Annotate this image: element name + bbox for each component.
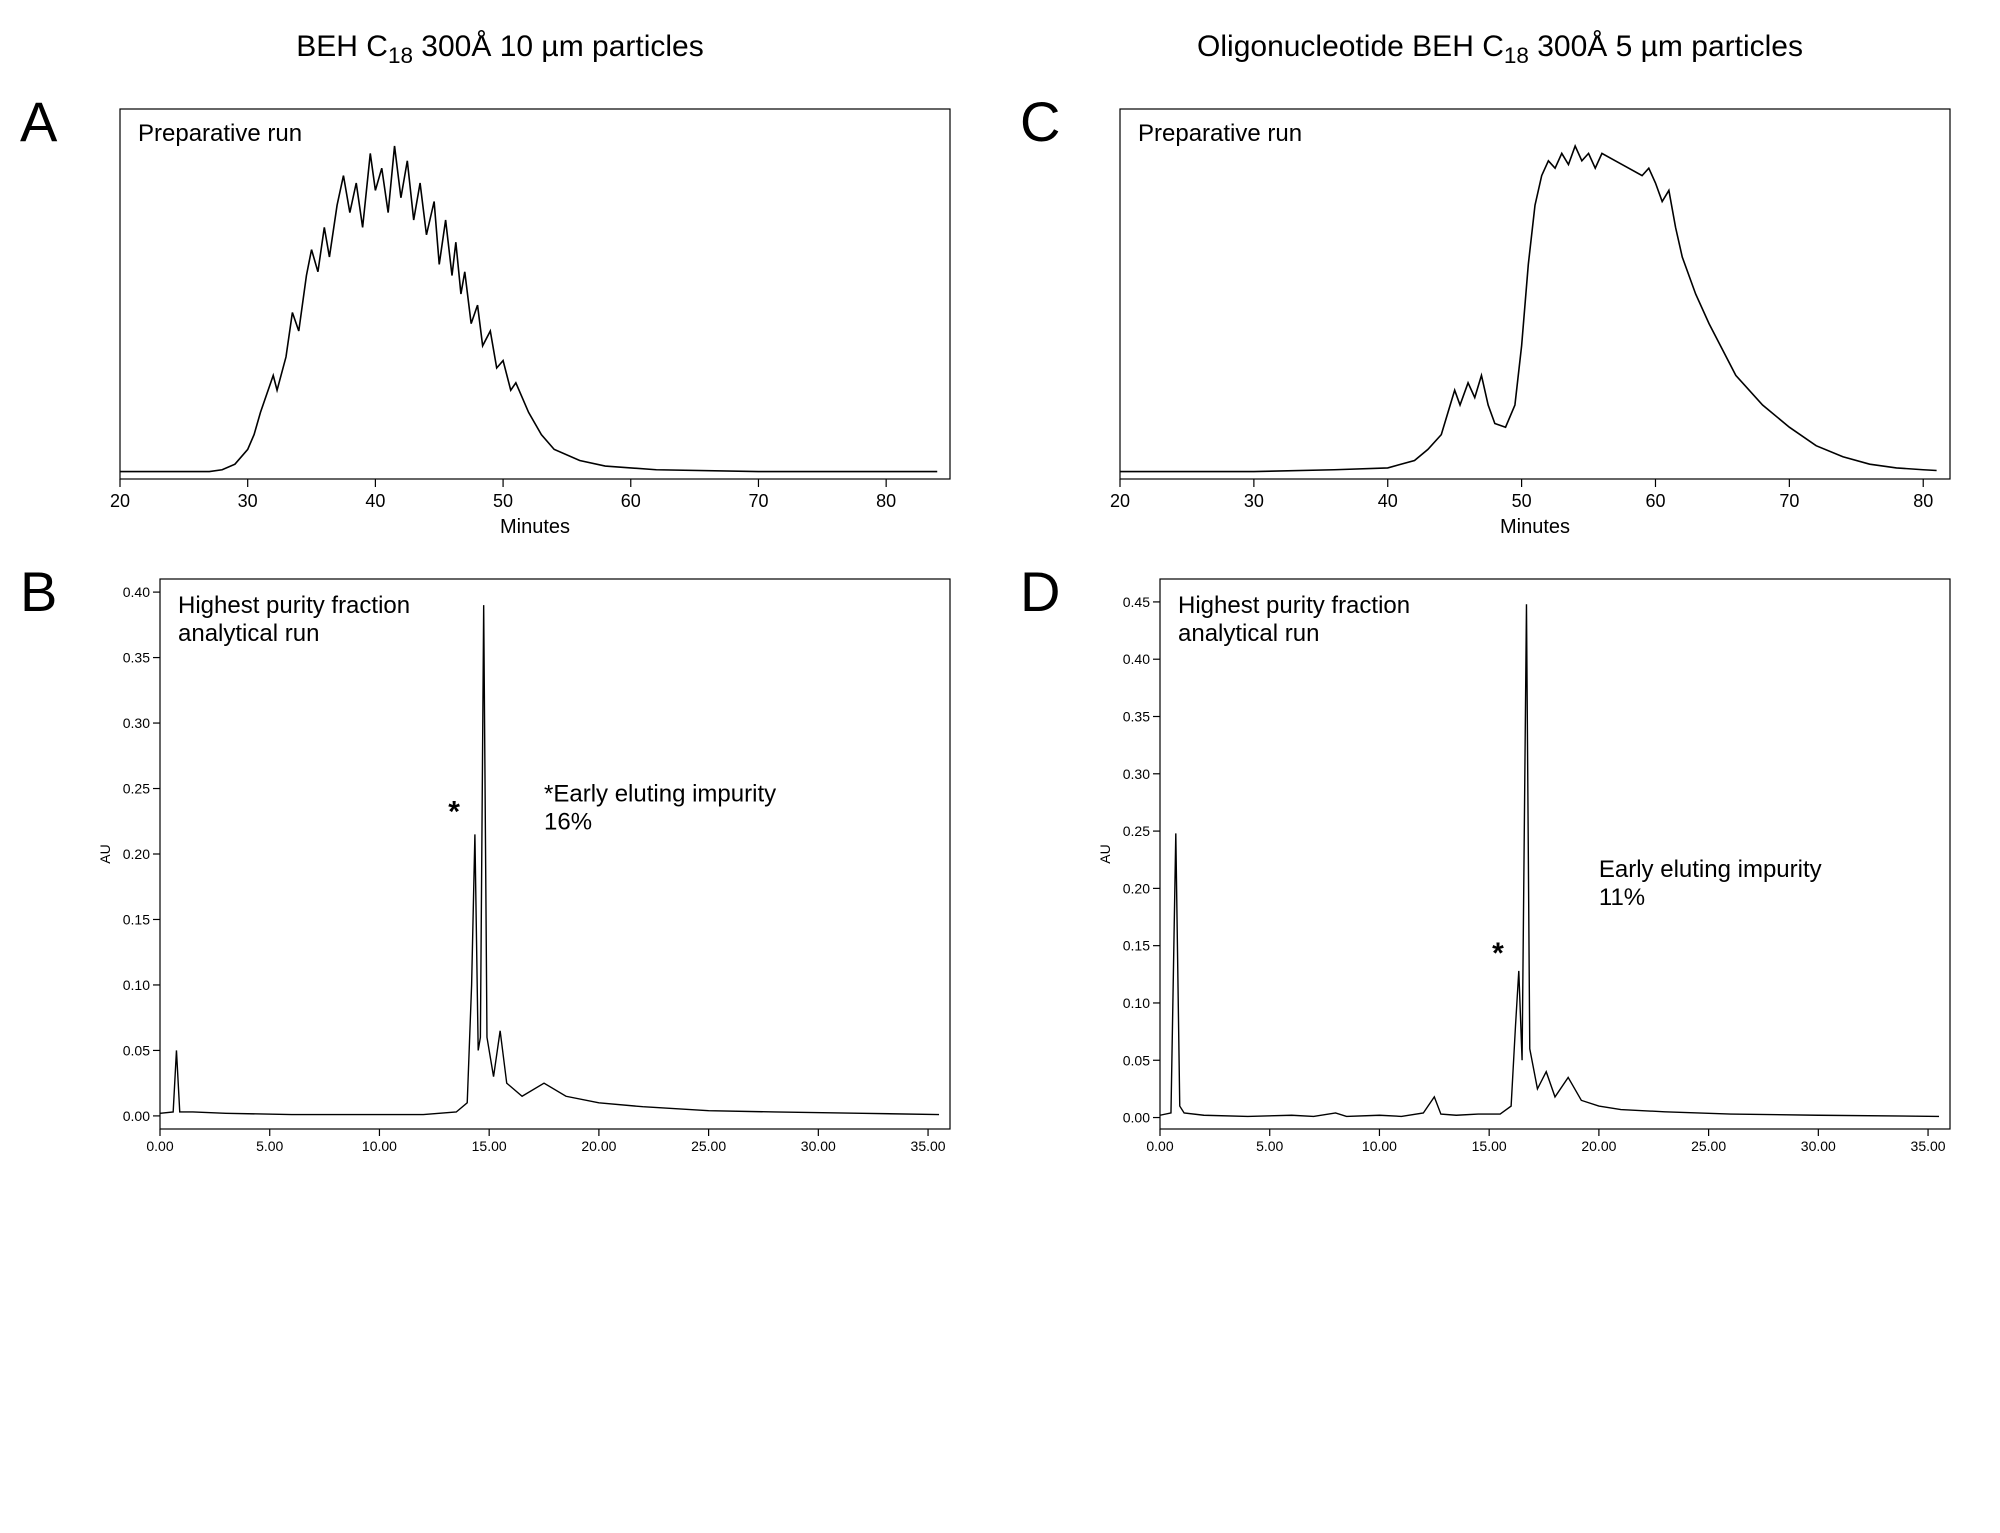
svg-text:25.00: 25.00 xyxy=(1691,1138,1726,1154)
svg-text:Minutes: Minutes xyxy=(500,516,570,538)
svg-text:70: 70 xyxy=(1779,491,1799,511)
panel-letter-C: C xyxy=(1020,89,1060,154)
svg-text:20: 20 xyxy=(1110,491,1130,511)
svg-text:0.10: 0.10 xyxy=(1123,995,1150,1011)
panel-A: A 20304050607080MinutesPreparative run xyxy=(30,89,970,549)
svg-text:80: 80 xyxy=(1913,491,1933,511)
svg-text:0.00: 0.00 xyxy=(146,1138,173,1154)
svg-text:30.00: 30.00 xyxy=(801,1138,836,1154)
svg-text:30.00: 30.00 xyxy=(1801,1138,1836,1154)
svg-text:0.00: 0.00 xyxy=(1146,1138,1173,1154)
svg-text:10.00: 10.00 xyxy=(362,1138,397,1154)
svg-text:0.40: 0.40 xyxy=(1123,651,1150,667)
chart-A: 20 30 40 50 60 70 80 Minutes Preparative run xyxy=(90,89,970,549)
col-header-right-text: Oligonucleotide BEH C18 300Å 5 µm partic… xyxy=(1197,30,1803,63)
svg-text:20: 20 xyxy=(110,491,130,511)
col-header-right: Oligonucleotide BEH C18 300Å 5 µm partic… xyxy=(1030,30,1970,79)
svg-text:0.05: 0.05 xyxy=(1123,1052,1150,1068)
svg-text:20.00: 20.00 xyxy=(1581,1138,1616,1154)
svg-text:15.00: 15.00 xyxy=(472,1138,507,1154)
panel-C: C 20304050607080MinutesPreparative run xyxy=(1030,89,1970,549)
svg-text:40: 40 xyxy=(1378,491,1398,511)
svg-text:0.00: 0.00 xyxy=(123,1108,150,1124)
svg-text:0.05: 0.05 xyxy=(123,1042,150,1058)
svg-text:40: 40 xyxy=(365,491,385,511)
svg-text:5.00: 5.00 xyxy=(256,1138,283,1154)
svg-text:0.30: 0.30 xyxy=(1123,766,1150,782)
panel-letter-A: A xyxy=(20,89,57,154)
svg-text:50: 50 xyxy=(1512,491,1532,511)
panel-B: B 0.005.0010.0015.0020.0025.0030.0035.00… xyxy=(30,559,970,1179)
svg-text:0.30: 0.30 xyxy=(123,715,150,731)
svg-text:*: * xyxy=(1492,937,1504,970)
svg-text:25.00: 25.00 xyxy=(691,1138,726,1154)
svg-text:10.00: 10.00 xyxy=(1362,1138,1397,1154)
svg-text:11%: 11% xyxy=(1599,884,1645,911)
svg-text:0.15: 0.15 xyxy=(1123,938,1150,954)
svg-text:0.10: 0.10 xyxy=(123,977,150,993)
svg-text:60: 60 xyxy=(1645,491,1665,511)
svg-text:Preparative run: Preparative run xyxy=(138,120,302,147)
svg-text:0.20: 0.20 xyxy=(1123,880,1150,896)
svg-text:AU: AU xyxy=(1097,844,1113,863)
svg-text:0.35: 0.35 xyxy=(1123,709,1150,725)
svg-text:Highest purity fraction: Highest purity fraction xyxy=(178,592,410,619)
svg-text:35.00: 35.00 xyxy=(911,1138,946,1154)
svg-text:Preparative run: Preparative run xyxy=(1138,120,1302,147)
svg-text:35.00: 35.00 xyxy=(1911,1138,1946,1154)
chart-B: 0.00 5.00 10.00 15.00 20.00 25.00 30.00 35.00 0.… xyxy=(90,559,970,1179)
svg-text:15.00: 15.00 xyxy=(1472,1138,1507,1154)
svg-text:70: 70 xyxy=(748,491,768,511)
panel-letter-B: B xyxy=(20,559,57,624)
svg-text:Highest purity fraction: Highest purity fraction xyxy=(1178,592,1410,619)
svg-text:AU: AU xyxy=(97,844,113,863)
svg-text:0.15: 0.15 xyxy=(123,911,150,927)
svg-text:0.25: 0.25 xyxy=(123,781,150,797)
svg-text:0.40: 0.40 xyxy=(123,584,150,600)
svg-text:50: 50 xyxy=(493,491,513,511)
svg-text:0.25: 0.25 xyxy=(1123,823,1150,839)
chart-D: 0.00 5.00 10.00 15.00 20.00 25.00 30.00 35.00 0.… xyxy=(1090,559,1970,1179)
panel-letter-D: D xyxy=(1020,559,1060,624)
col-header-left-text: BEH C18 300Å 10 µm particles xyxy=(296,30,703,63)
figure-grid: BEH C18 300Å 10 µm particles Oligonucleo… xyxy=(30,30,1970,1179)
svg-text:5.00: 5.00 xyxy=(1256,1138,1283,1154)
svg-text:0.45: 0.45 xyxy=(1123,594,1150,610)
svg-text:80: 80 xyxy=(876,491,896,511)
svg-text:20.00: 20.00 xyxy=(581,1138,616,1154)
chart-C: 20 30 40 50 60 70 80 Minutes Preparative run xyxy=(1090,89,1970,549)
svg-text:60: 60 xyxy=(621,491,641,511)
svg-text:analytical run: analytical run xyxy=(1178,620,1319,647)
svg-text:Early eluting impurity: Early eluting impurity xyxy=(1599,856,1822,883)
panel-D: D 0.005.0010.0015.0020.0025.0030.0035.00… xyxy=(1030,559,1970,1179)
svg-text:*: * xyxy=(448,795,460,828)
svg-text:30: 30 xyxy=(238,491,258,511)
svg-text:16%: 16% xyxy=(544,809,592,836)
svg-text:analytical run: analytical run xyxy=(178,620,319,647)
svg-text:0.35: 0.35 xyxy=(123,650,150,666)
col-header-left: BEH C18 300Å 10 µm particles xyxy=(30,30,970,79)
svg-text:0.00: 0.00 xyxy=(1123,1110,1150,1126)
svg-text:0.20: 0.20 xyxy=(123,846,150,862)
svg-text:Minutes: Minutes xyxy=(1500,516,1570,538)
svg-text:*Early eluting impurity: *Early eluting impurity xyxy=(544,781,776,808)
svg-text:30: 30 xyxy=(1244,491,1264,511)
